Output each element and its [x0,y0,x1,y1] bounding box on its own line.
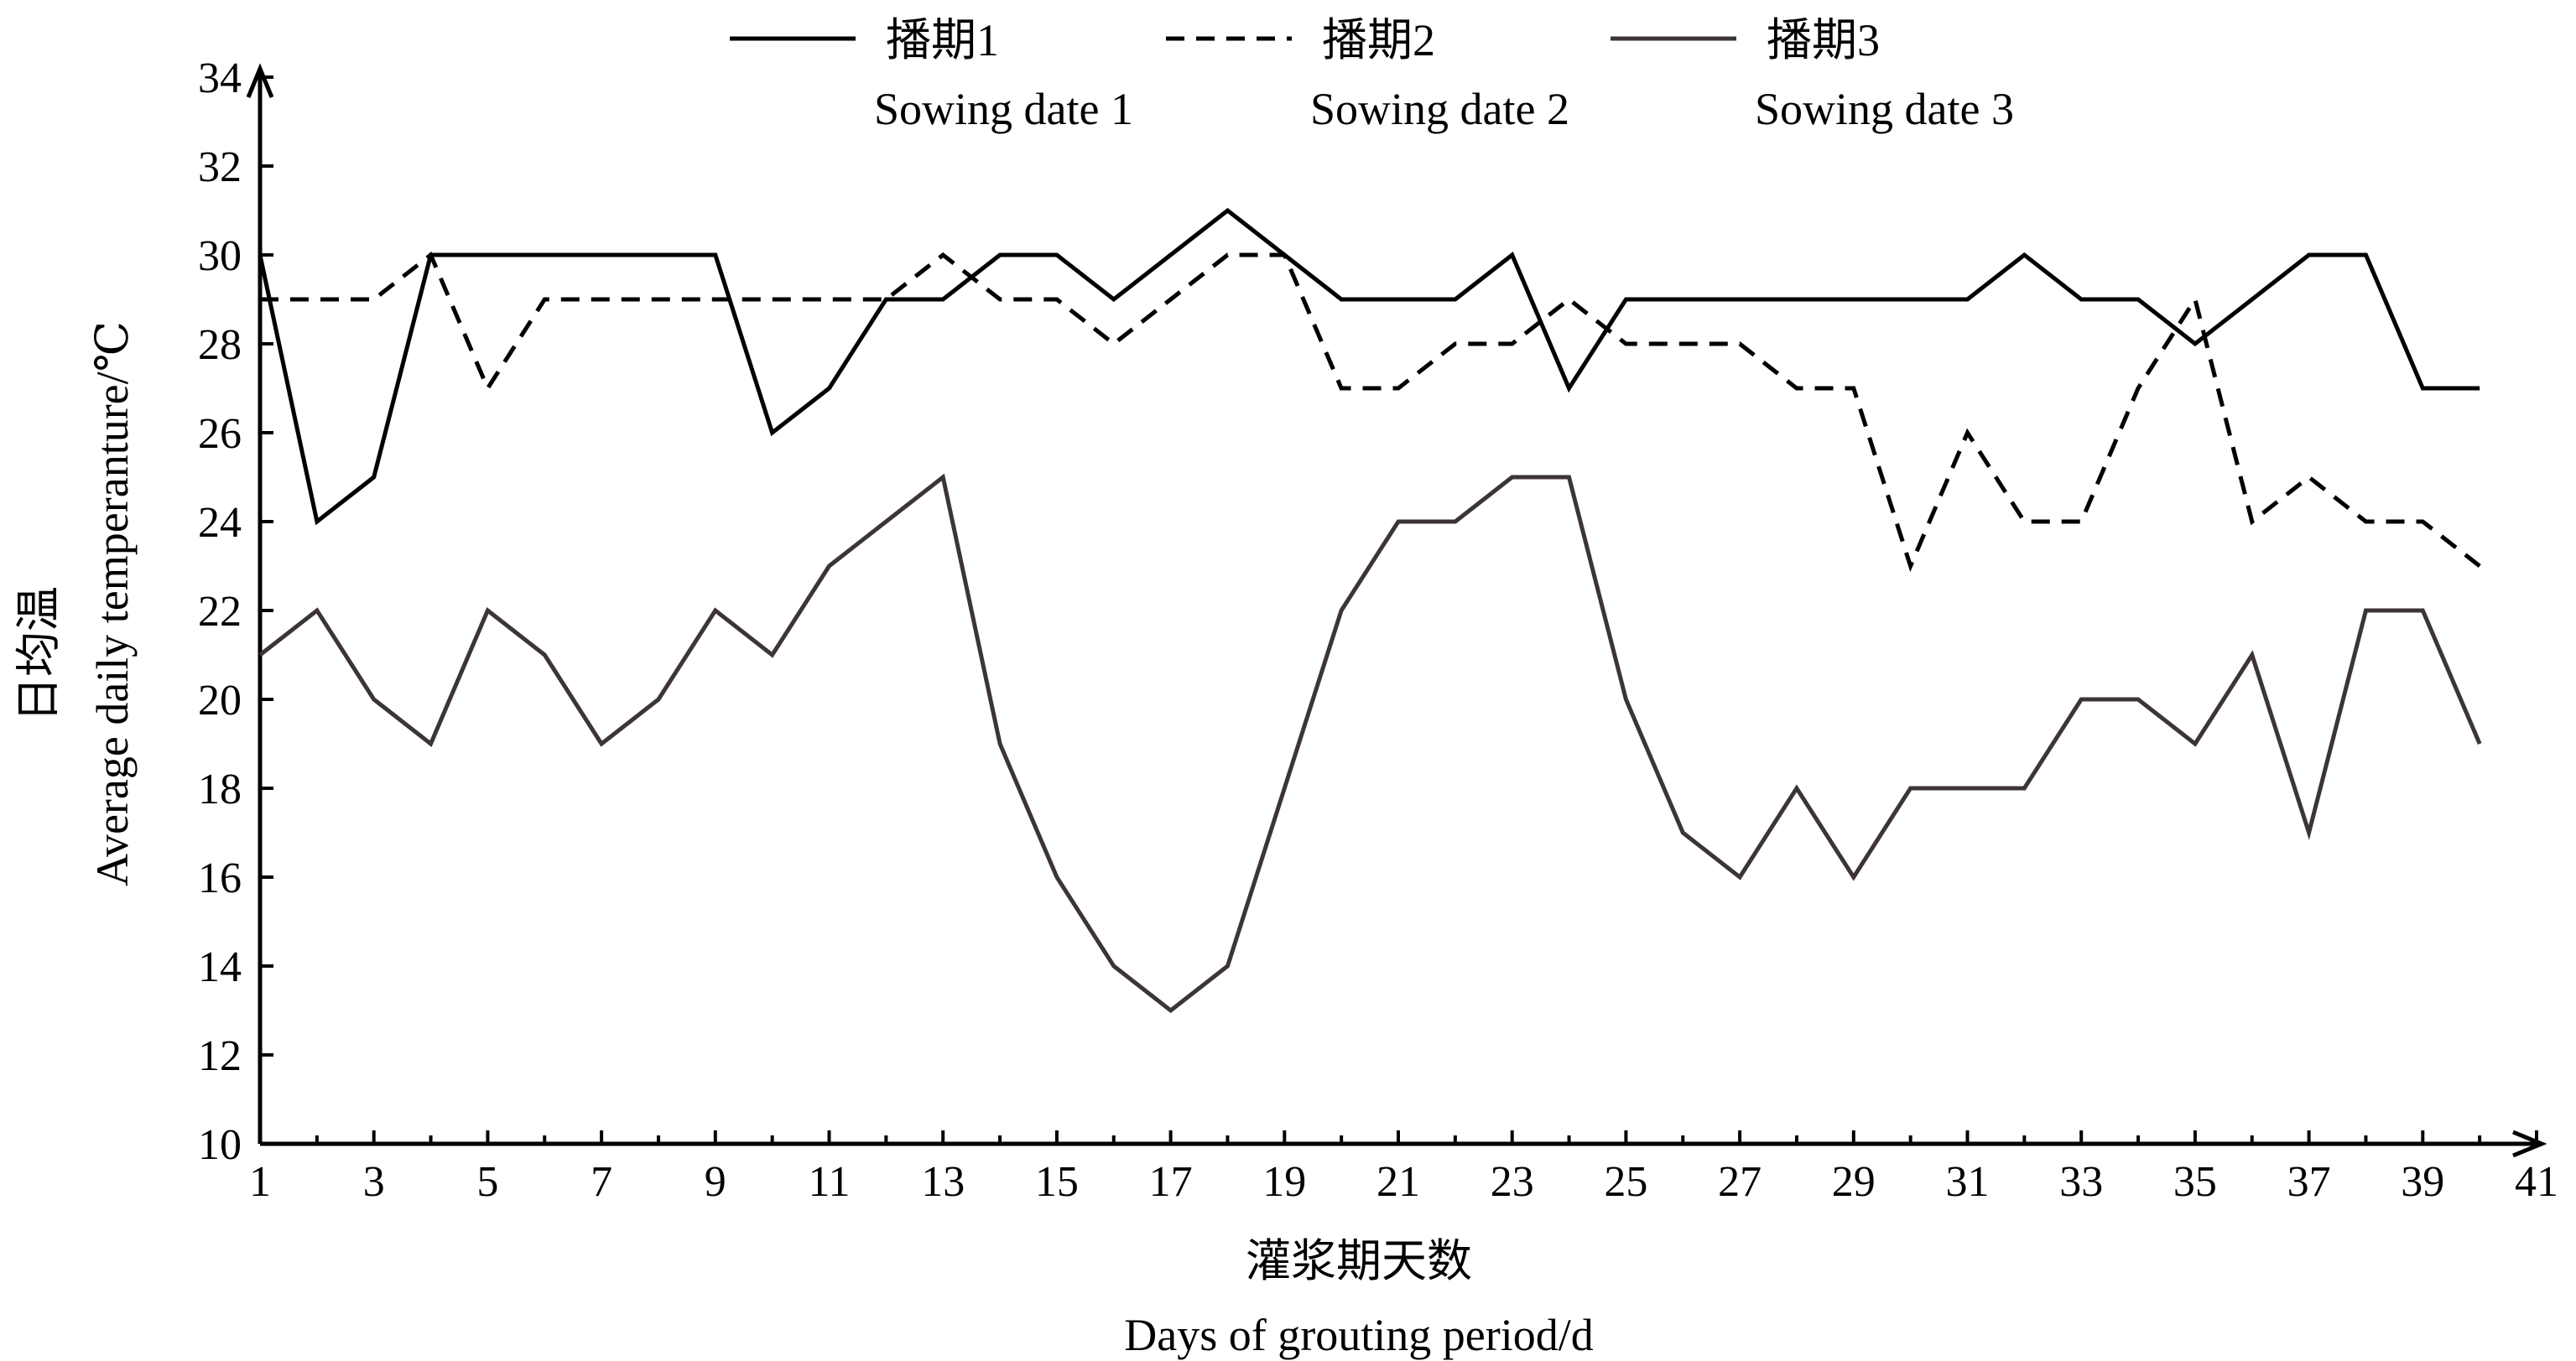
x-tick-label: 31 [1946,1158,1990,1206]
y-axis-title-en: Average daily temperanture/℃ [87,321,138,886]
y-tick-label: 18 [198,766,242,813]
legend-label-zh-series-3: 播期3 [1767,15,1880,65]
series-line-sowing-date-2 [260,252,2481,573]
y-tick-label: 26 [198,410,242,458]
y-tick-label: 32 [198,143,242,191]
x-tick-label: 7 [591,1158,612,1206]
x-tick-label: 23 [1491,1158,1534,1206]
x-tick-label: 15 [1035,1158,1079,1206]
x-tick-label: 33 [2059,1158,2103,1206]
y-tick-label: 30 [198,232,242,280]
x-tick-label: 29 [1832,1158,1876,1206]
y-tick-label: 20 [198,677,242,725]
y-tick-label: 28 [198,321,242,369]
y-axis-title-zh: 日均温 [13,586,64,722]
x-tick-label: 13 [921,1158,965,1206]
x-tick-label: 19 [1262,1158,1306,1206]
legend-label-en-series-1: Sowing date 1 [874,84,1133,134]
y-tick-label: 12 [198,1032,242,1080]
y-tick-label: 14 [198,943,242,991]
x-tick-label: 9 [705,1158,726,1206]
x-tick-label: 1 [249,1158,271,1206]
x-tick-label: 25 [1604,1158,1647,1206]
x-tick-label: 37 [2287,1158,2331,1206]
y-axis-arrow [246,63,274,98]
legend-label-zh-series-1: 播期1 [886,15,999,65]
y-tick-label: 22 [198,588,242,636]
legend-label-en-series-2: Sowing date 2 [1310,84,1569,134]
x-axis-arrow [2512,1130,2547,1158]
x-tick-label: 41 [2515,1158,2558,1206]
x-axis-title-zh: 灌浆期天数 [1246,1236,1472,1286]
y-tick-label: 16 [198,855,242,902]
series-group [258,207,2482,1014]
x-tick-label: 21 [1376,1158,1420,1206]
y-tick-label: 24 [198,499,242,547]
x-tick-label: 27 [1718,1158,1762,1206]
y-tick-label: 10 [198,1121,242,1169]
x-tick-label: 35 [2173,1158,2217,1206]
x-tick-label: 39 [2401,1158,2444,1206]
legend-label-zh-series-2: 播期2 [1322,15,1435,65]
axes: 1 3 5 7 9 11 13 15 17 19 21 23 25 27 29 31 33 35 37 39 41101… [198,55,2558,1206]
x-axis-title-en: Days of grouting period/d [1124,1310,1593,1360]
y-tick-label: 34 [198,55,242,102]
legend: 播期1 播期2 播期3 Sowing date 1 Sowing date 2 … [730,15,2014,134]
x-tick-label: 17 [1149,1158,1193,1206]
series-line-sowing-date-3 [258,473,2482,1014]
legend-label-en-series-3: Sowing date 3 [1755,84,2014,134]
x-tick-label: 5 [476,1158,498,1206]
series-line-sowing-date-1 [258,207,2480,526]
x-tick-label: 11 [808,1158,850,1206]
x-tick-label: 3 [363,1158,385,1206]
